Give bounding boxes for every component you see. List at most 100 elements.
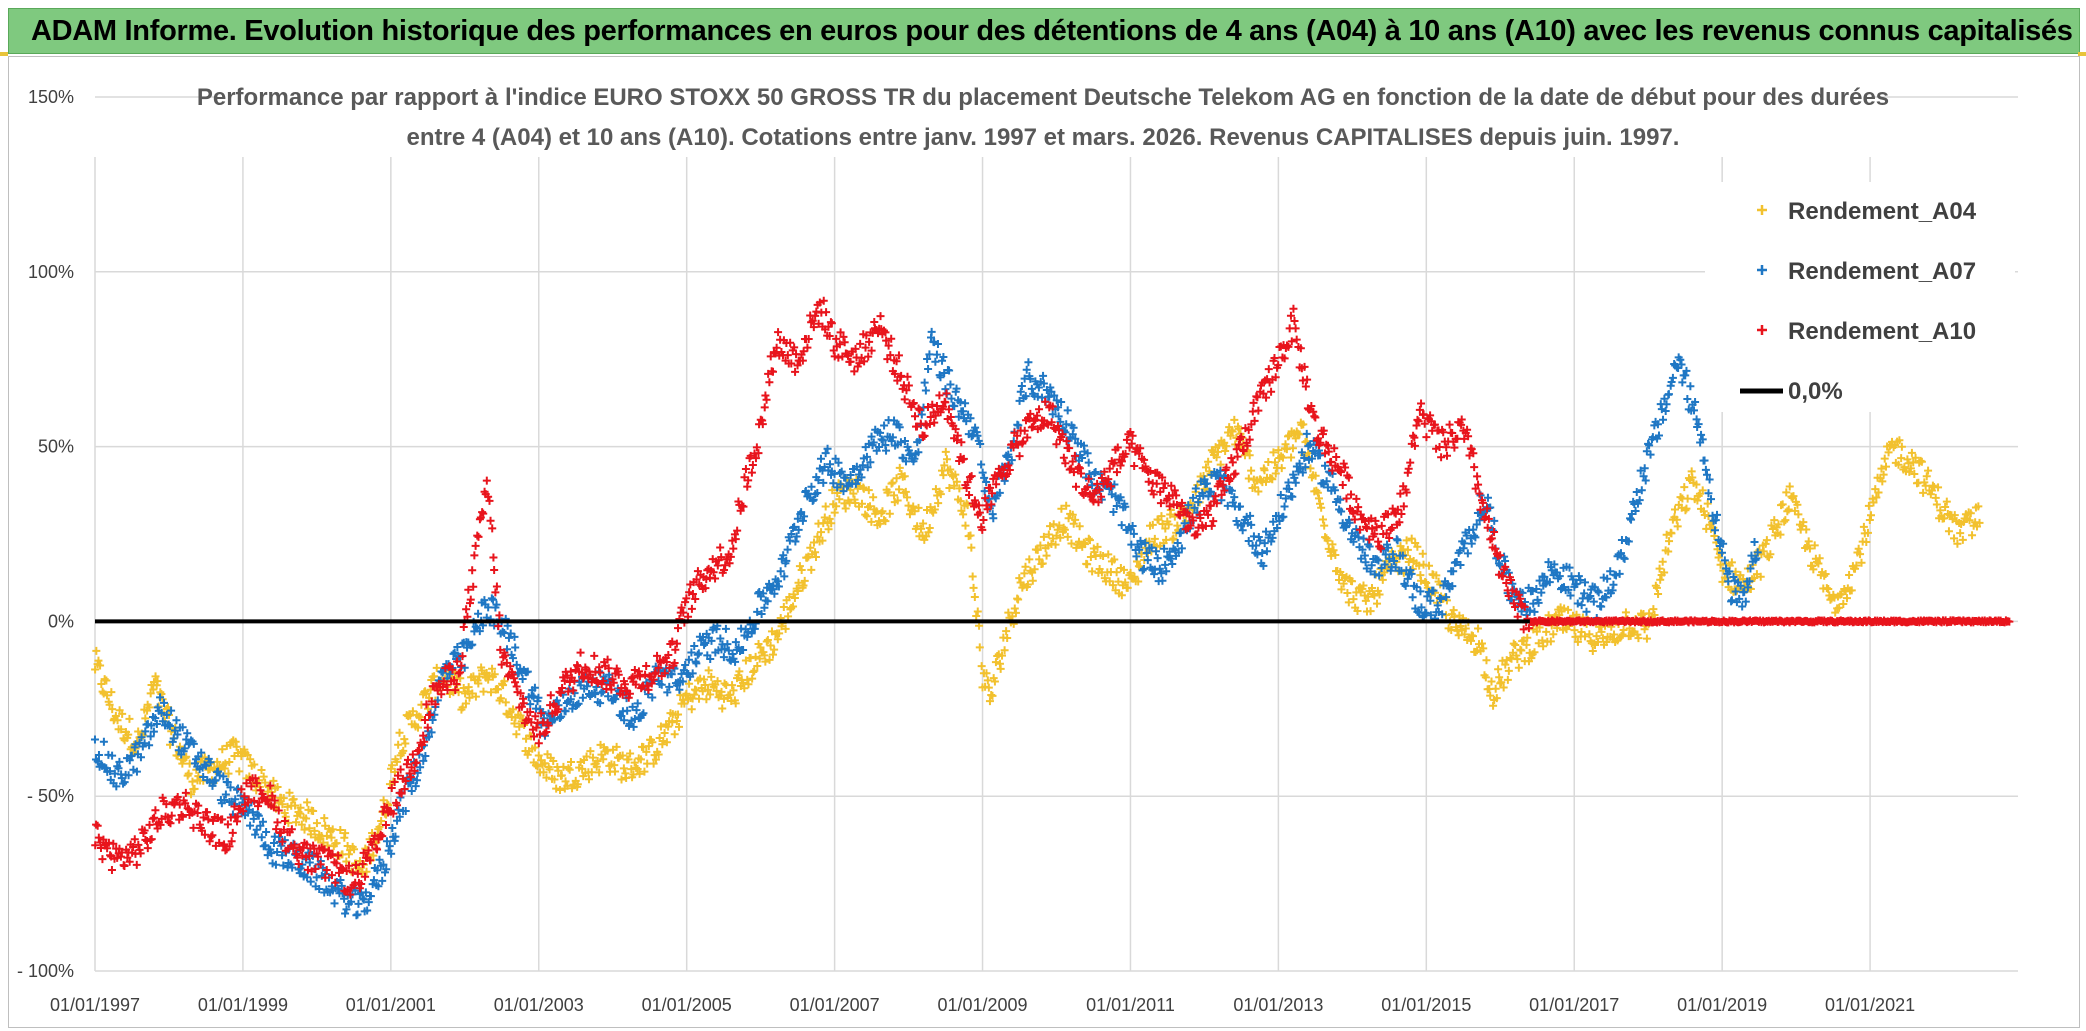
data-point [731, 638, 740, 647]
data-point [274, 806, 283, 815]
data-point [554, 705, 563, 714]
data-point [922, 532, 931, 541]
data-point [423, 723, 432, 732]
data-point [250, 760, 259, 769]
data-point [886, 351, 895, 360]
data-point [464, 683, 473, 692]
data-point [882, 446, 891, 455]
data-point [1942, 497, 1951, 506]
report-banner-title: ADAM Informe. Evolution historique des p… [31, 14, 2073, 47]
data-point [884, 488, 893, 497]
data-point [1412, 583, 1421, 592]
data-point [1361, 596, 1370, 605]
data-point [1258, 549, 1267, 558]
data-point [437, 690, 446, 699]
data-point [125, 857, 134, 866]
data-point [1288, 492, 1297, 501]
data-point [663, 688, 672, 697]
data-point [1153, 554, 1162, 563]
data-point [1034, 383, 1043, 392]
data-point [1011, 608, 1020, 617]
data-point [1122, 435, 1131, 444]
data-point [382, 865, 391, 874]
data-point [501, 698, 510, 707]
data-point [1345, 518, 1354, 527]
data-point [633, 699, 642, 708]
data-point [113, 853, 122, 862]
data-point [399, 746, 408, 755]
data-point [1448, 429, 1457, 438]
data-point [924, 364, 933, 373]
data-point [1286, 311, 1295, 320]
data-point [982, 501, 991, 510]
data-point [1104, 550, 1113, 559]
data-point [530, 743, 539, 752]
data-point [1457, 625, 1466, 634]
data-point [1631, 506, 1640, 515]
data-point [1135, 545, 1144, 554]
data-point [1701, 465, 1710, 474]
data-point [269, 803, 278, 812]
data-point [1319, 426, 1328, 435]
data-point [1146, 466, 1155, 475]
data-point [1743, 583, 1752, 592]
data-point [1432, 571, 1441, 580]
data-point [1084, 534, 1093, 543]
data-point [690, 641, 699, 650]
data-point [716, 543, 725, 552]
data-point [458, 652, 467, 661]
data-point [817, 528, 826, 537]
data-point [487, 688, 496, 697]
data-point [373, 845, 382, 854]
data-point [1691, 398, 1700, 407]
data-point [1056, 417, 1065, 426]
data-point [544, 721, 553, 730]
data-point [362, 867, 371, 876]
data-point [1513, 655, 1522, 664]
data-point [990, 677, 999, 686]
data-point [1731, 587, 1740, 596]
data-point [776, 567, 785, 576]
data-point [980, 487, 989, 496]
data-points [90, 296, 2014, 920]
data-point [270, 796, 279, 805]
data-point [1437, 594, 1446, 603]
data-point [167, 706, 176, 715]
data-point [1057, 398, 1066, 407]
data-point [881, 328, 890, 337]
data-point [892, 474, 901, 483]
data-point [389, 809, 398, 818]
data-point [930, 418, 939, 427]
data-point [187, 790, 196, 799]
data-point [1654, 431, 1663, 440]
data-point [1468, 632, 1477, 641]
data-point [731, 657, 740, 666]
y-tick-label: - 100% [17, 961, 74, 981]
data-point [1366, 607, 1375, 616]
data-point [123, 853, 132, 862]
data-point [1301, 382, 1310, 391]
data-point [256, 821, 265, 830]
data-point [895, 463, 904, 472]
data-point [1287, 337, 1296, 346]
data-point [1494, 665, 1503, 674]
data-point [1517, 646, 1526, 655]
data-point [1597, 602, 1606, 611]
data-point [1020, 426, 1029, 435]
data-point [327, 833, 336, 842]
data-point [1789, 492, 1798, 501]
data-point [311, 864, 320, 873]
data-point [378, 832, 387, 841]
data-point [415, 745, 424, 754]
data-point [152, 720, 161, 729]
data-point [1665, 537, 1674, 546]
data-point [1091, 467, 1100, 476]
data-point [1501, 660, 1510, 669]
data-point [1496, 551, 1505, 560]
data-point [312, 819, 321, 828]
data-point [1035, 555, 1044, 564]
data-point [1330, 486, 1339, 495]
data-point [1060, 525, 1069, 534]
data-point [985, 697, 994, 706]
data-point [563, 781, 572, 790]
